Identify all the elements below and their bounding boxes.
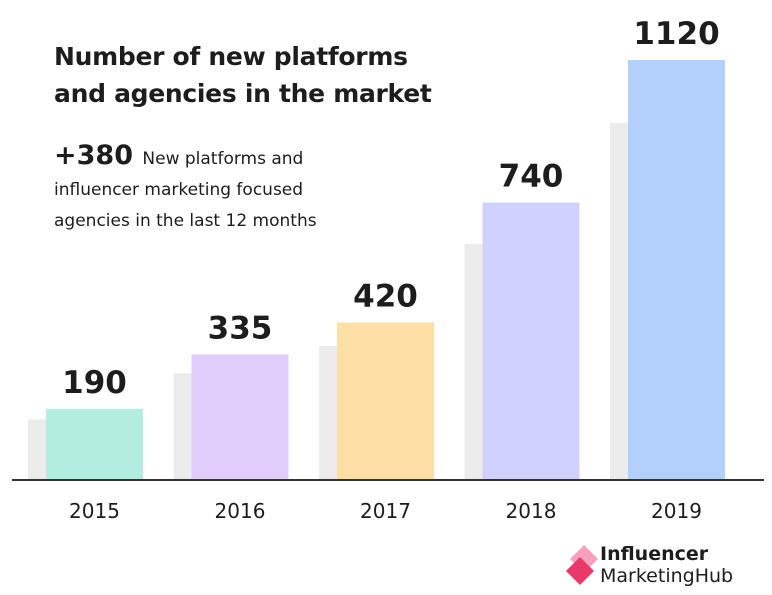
x-tick-label-2017: 2017 — [360, 499, 411, 523]
callout-description: New platforms and influencer marketing f… — [54, 149, 317, 231]
x-tick-label-2015: 2015 — [69, 499, 120, 523]
chart-title: Number of new platforms and agencies in … — [54, 42, 432, 108]
bar-shadow-2016 — [173, 373, 192, 480]
callout-highlight: +380 — [54, 140, 133, 171]
x-tick-label-2019: 2019 — [651, 499, 702, 523]
bar-2017 — [337, 322, 434, 480]
bar-2015 — [46, 408, 143, 480]
bar-shadow-2019 — [610, 123, 628, 480]
brand-logo: Influencer MarketingHub — [566, 543, 772, 589]
bar-shadow-2015 — [28, 419, 46, 480]
bar-shadow-2017 — [319, 346, 337, 480]
x-tick-label-2016: 2016 — [215, 499, 266, 523]
callout-text: +380 New platforms and influencer market… — [54, 140, 374, 237]
brand-name-line1: Influencer — [600, 543, 709, 565]
bar-2019 — [628, 60, 725, 480]
value-label-2019: 1120 — [633, 16, 719, 52]
value-label-2017: 420 — [353, 279, 418, 315]
bar-2016 — [191, 354, 289, 480]
value-label-2015: 190 — [62, 365, 127, 401]
value-label-2016: 335 — [208, 310, 273, 346]
bar-shadow-2018 — [464, 244, 483, 480]
diamond-logo-icon — [566, 545, 598, 585]
value-label-2018: 740 — [499, 159, 564, 195]
bar-2018 — [482, 202, 580, 480]
x-tick-label-2018: 2018 — [506, 499, 557, 523]
brand-name-line2: MarketingHub — [600, 565, 734, 587]
